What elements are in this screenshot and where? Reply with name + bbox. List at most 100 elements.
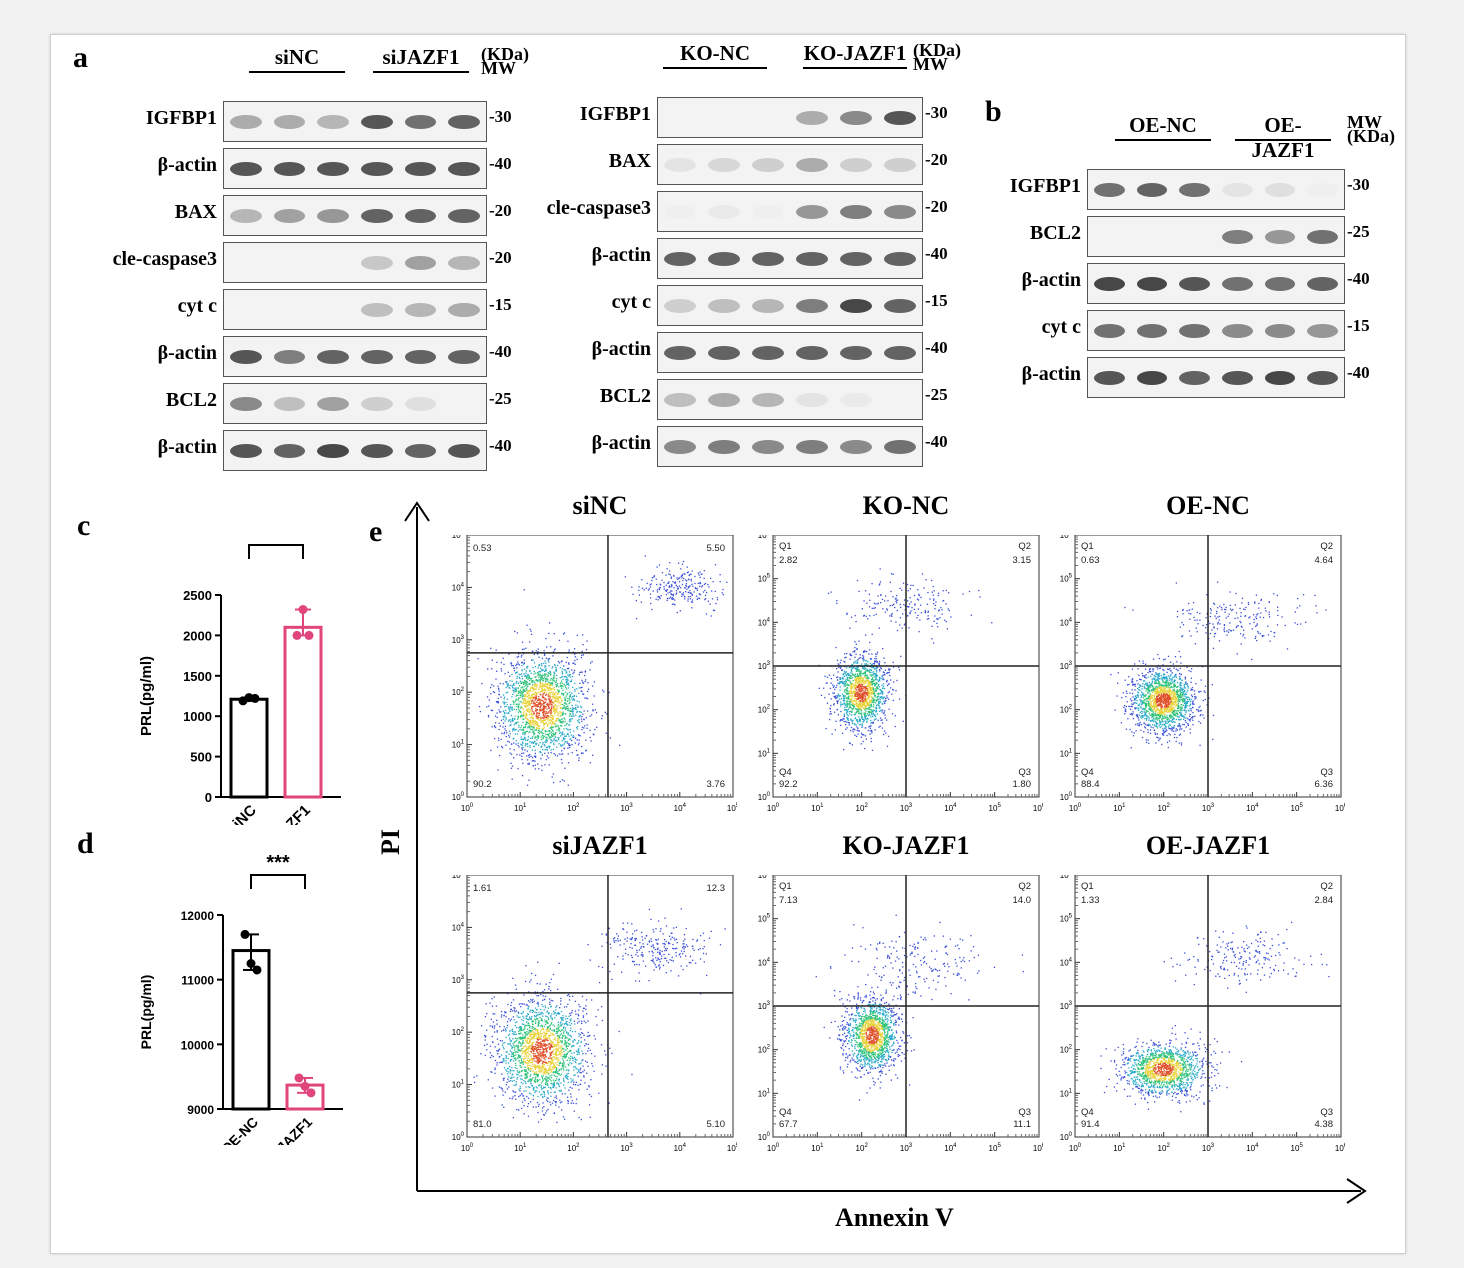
- event-dot: [857, 698, 859, 700]
- event-dot: [535, 714, 537, 717]
- event-dot: [867, 685, 869, 687]
- event-dot: [543, 717, 545, 719]
- event-dot: [912, 584, 914, 587]
- event-dot: [873, 602, 876, 604]
- event-dot: [692, 585, 694, 587]
- event-dot: [538, 687, 540, 689]
- event-dot: [870, 716, 872, 718]
- event-dot: [878, 686, 881, 688]
- event-dot: [855, 678, 857, 680]
- event-dot: [531, 659, 533, 661]
- event-dot: [856, 678, 858, 680]
- event-dot: [521, 698, 524, 700]
- event-dot: [868, 691, 870, 693]
- event-dot: [917, 599, 920, 601]
- event-dot: [559, 677, 561, 679]
- event-dot: [855, 670, 858, 672]
- event-dot: [533, 725, 535, 728]
- event-dot: [507, 683, 509, 685]
- event-dot: [572, 712, 574, 714]
- event-dot: [504, 725, 507, 728]
- event-dot: [567, 683, 569, 685]
- event-dot: [557, 699, 560, 701]
- event-dot: [861, 733, 863, 736]
- event-dot: [552, 709, 555, 711]
- event-dot: [882, 671, 885, 673]
- event-dot: [586, 640, 588, 642]
- event-dot: [864, 676, 866, 679]
- event-dot: [520, 701, 523, 703]
- event-dot: [557, 717, 559, 719]
- event-dot: [849, 713, 851, 715]
- event-dot: [517, 717, 519, 719]
- event-dot: [853, 662, 855, 664]
- event-dot: [579, 710, 581, 713]
- event-dot: [847, 719, 849, 721]
- event-dot: [555, 710, 557, 712]
- event-dot: [542, 714, 545, 716]
- event-dot: [860, 696, 862, 698]
- event-dot: [509, 724, 511, 727]
- event-dot: [851, 683, 853, 686]
- event-dot: [554, 703, 556, 706]
- event-dot: [571, 695, 574, 698]
- event-dot: [863, 672, 865, 675]
- event-dot: [968, 590, 971, 593]
- event-dot: [892, 573, 894, 576]
- event-dot: [581, 745, 583, 748]
- event-dot: [568, 691, 571, 694]
- event-dot: [553, 696, 555, 698]
- event-dot: [552, 773, 555, 775]
- x-tick-exponent: 3: [629, 803, 633, 809]
- event-dot: [1174, 692, 1176, 695]
- event-dot: [913, 594, 916, 597]
- event-dot: [851, 703, 853, 705]
- event-dot: [533, 705, 535, 707]
- event-dot: [517, 692, 520, 694]
- event-dot: [530, 714, 532, 716]
- event-dot: [523, 589, 525, 591]
- event-dot: [554, 754, 557, 756]
- flow-xlabel: Annexin V: [835, 1203, 954, 1232]
- y-tick-exponent: 4: [1069, 617, 1073, 623]
- event-dot: [695, 587, 697, 590]
- event-dot: [674, 581, 677, 583]
- event-dot: [529, 704, 531, 706]
- event-dot: [697, 597, 699, 599]
- event-dot: [871, 674, 873, 676]
- event-dot: [572, 714, 574, 716]
- event-dot: [1147, 692, 1149, 694]
- event-dot: [851, 695, 854, 697]
- event-dot: [1254, 637, 1256, 640]
- event-dot: [896, 599, 899, 601]
- event-dot: [852, 679, 854, 682]
- event-dot: [863, 668, 865, 671]
- event-dot: [536, 679, 539, 681]
- event-dot: [1157, 674, 1159, 676]
- data-point: [252, 965, 262, 975]
- event-dot: [1130, 700, 1133, 702]
- event-dot: [517, 767, 519, 770]
- event-dot: [493, 691, 496, 694]
- event-dot: [890, 620, 892, 622]
- event-dot: [857, 701, 860, 703]
- event-dot: [518, 684, 521, 687]
- event-dot: [836, 708, 839, 711]
- event-dot: [542, 736, 545, 739]
- event-dot: [909, 611, 911, 614]
- event-dot: [525, 701, 528, 704]
- event-dot: [526, 666, 528, 668]
- event-dot: [513, 742, 515, 744]
- event-dot: [577, 719, 579, 722]
- event-dot: [535, 705, 537, 707]
- event-dot: [853, 703, 856, 705]
- event-dot: [582, 654, 585, 656]
- event-dot: [513, 727, 515, 730]
- event-dot: [871, 653, 873, 655]
- event-dot: [875, 675, 877, 677]
- event-dot: [872, 693, 874, 695]
- event-dot: [561, 708, 564, 710]
- event-dot: [569, 718, 572, 720]
- event-dot: [877, 693, 880, 695]
- event-dot: [544, 666, 546, 668]
